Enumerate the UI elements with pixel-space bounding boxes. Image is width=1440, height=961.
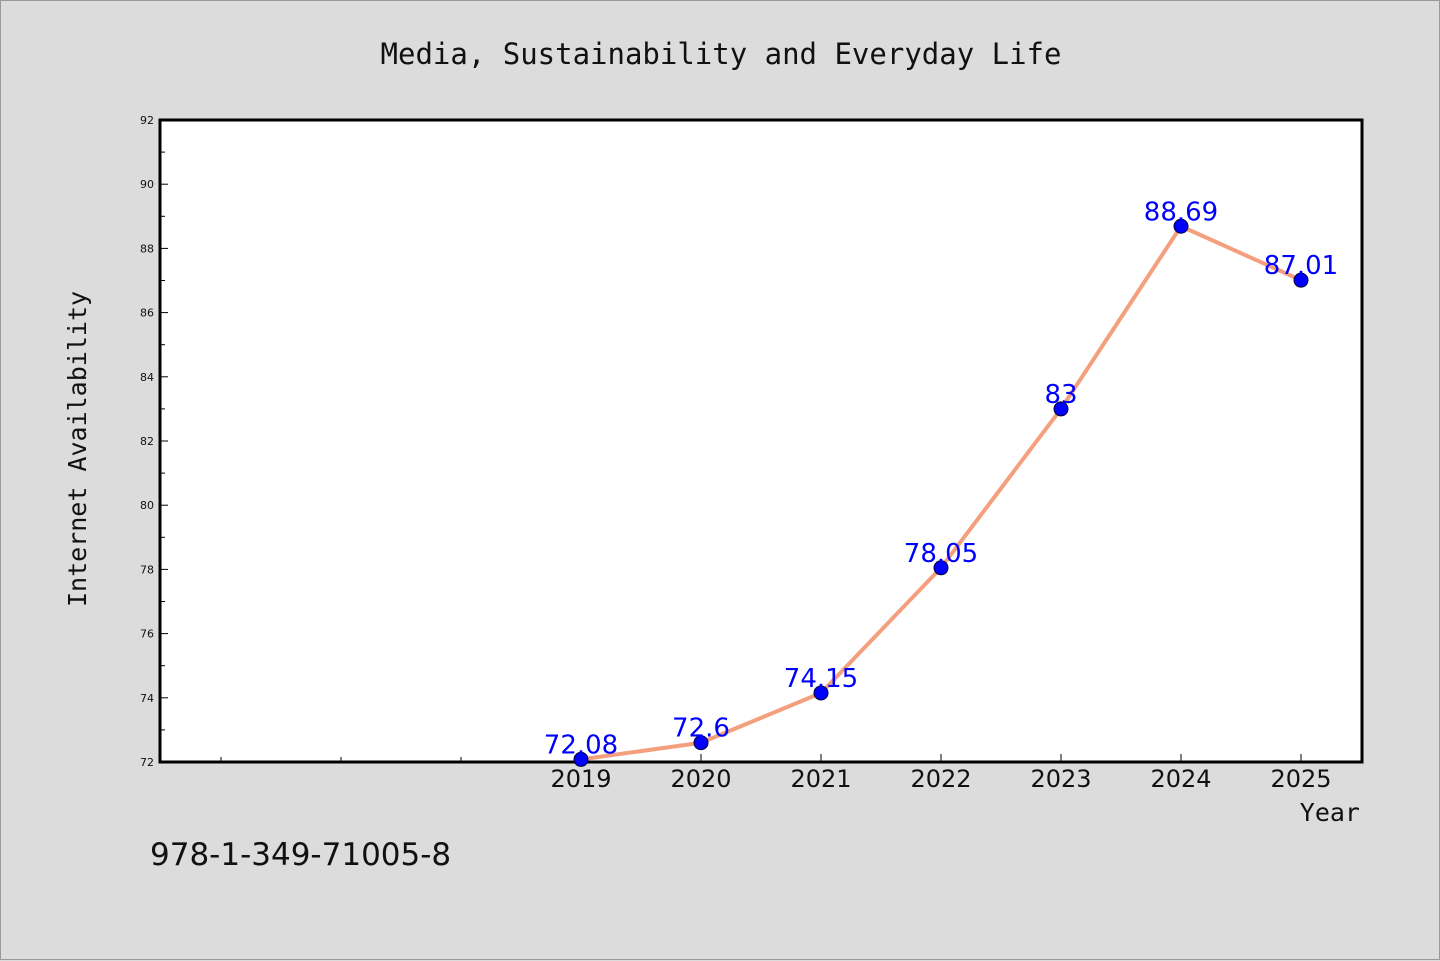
- data-label: 74.15: [784, 664, 858, 694]
- y-tick-label: 86: [140, 307, 154, 320]
- y-tick-label: 88: [140, 242, 154, 255]
- data-series: 72.08 72.6 74.15 78.05 83 88.69 87.01: [544, 197, 1338, 767]
- y-axis-label: Internet Availability: [63, 291, 92, 607]
- x-tick-label: 2025: [1270, 765, 1331, 793]
- data-label: 87.01: [1264, 251, 1338, 281]
- isbn-annotation: 978-1-349-71005-8: [150, 837, 451, 873]
- data-point: [573, 751, 589, 767]
- y-tick-label: 90: [140, 178, 154, 191]
- y-tick-label: 80: [140, 499, 154, 512]
- x-tick-label: 2023: [1030, 765, 1091, 793]
- x-tick-label: 2019: [550, 765, 611, 793]
- data-label: 72.6: [672, 714, 730, 744]
- y-tick-label: 74: [140, 692, 154, 705]
- x-tick-label: 2024: [1150, 765, 1211, 793]
- plot-area: [158, 118, 1364, 764]
- x-tick-label: 2021: [790, 765, 851, 793]
- y-tick-label: 72: [140, 756, 154, 769]
- data-point: [813, 685, 829, 701]
- x-axis-ticks: 2019 2020 2021 2022 2023 2024 2025: [220, 754, 1332, 793]
- data-label: 83: [1044, 380, 1077, 410]
- y-tick-label: 78: [140, 563, 154, 576]
- chart-title: Media, Sustainability and Everyday Life: [381, 37, 1062, 71]
- x-tick-label: 2022: [910, 765, 971, 793]
- y-tick-label: 84: [140, 371, 154, 384]
- data-point: [1293, 272, 1309, 288]
- data-point: [1173, 218, 1189, 234]
- data-label: 72.08: [544, 730, 618, 760]
- data-label: 78.05: [904, 539, 978, 569]
- y-tick-label: 76: [140, 628, 154, 641]
- data-point: [933, 560, 949, 576]
- data-point: [1053, 401, 1069, 417]
- y-tick-label: 92: [140, 114, 154, 127]
- x-tick-label: 2020: [670, 765, 731, 793]
- x-axis-label: Year: [1300, 798, 1360, 827]
- data-label: 88.69: [1144, 197, 1218, 227]
- y-axis-ticks: 72 74 76 78 80 82 84 86 88 90 92: [140, 114, 168, 769]
- y-tick-label: 82: [140, 435, 154, 448]
- data-point: [693, 735, 709, 751]
